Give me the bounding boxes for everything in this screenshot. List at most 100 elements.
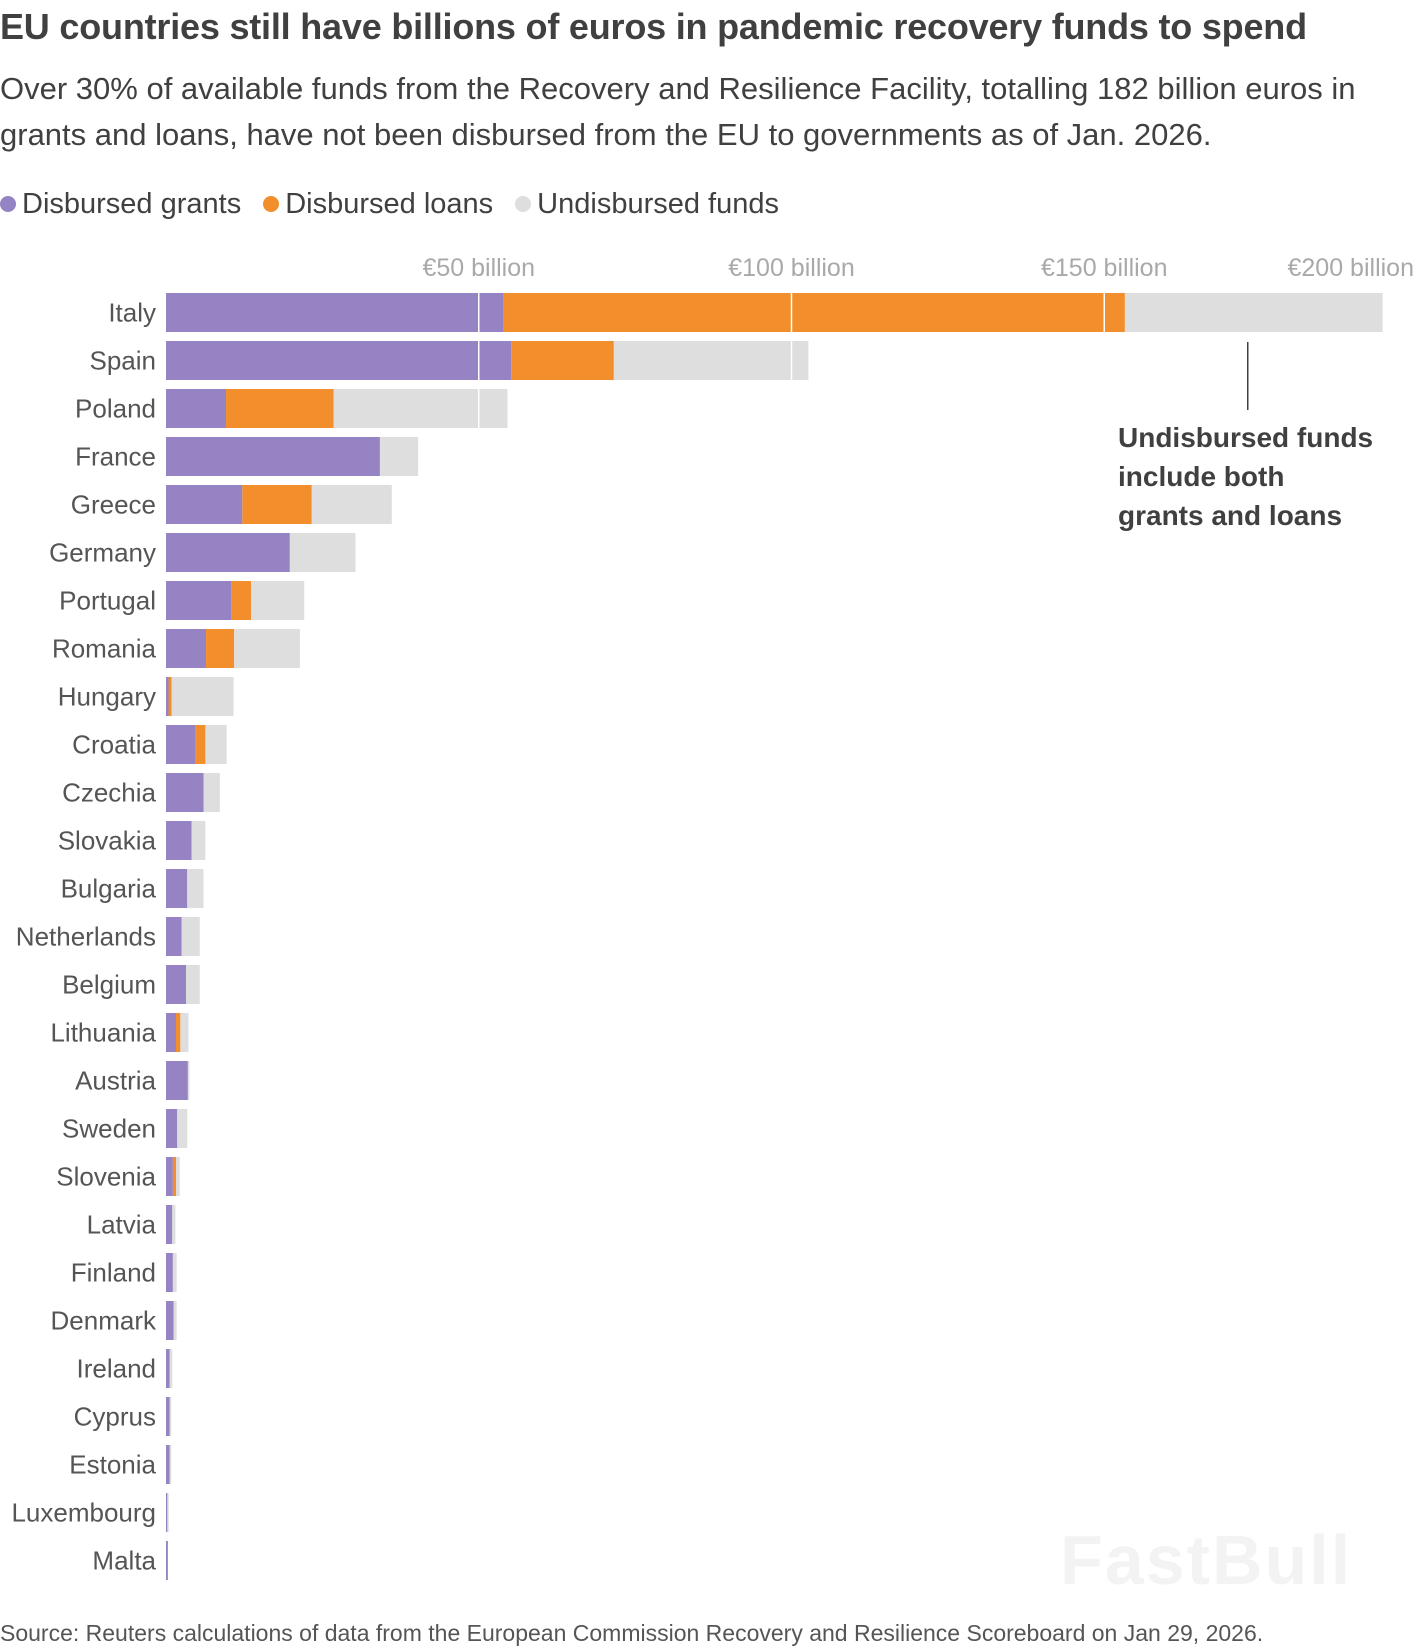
annotation-line-1: Undisbursed funds [1118,422,1374,453]
bar-segment [187,1061,190,1100]
bar-segment [176,1013,181,1052]
bar-segment [191,821,206,860]
category-label: France [75,442,156,472]
bar-segment [169,1349,173,1388]
bar-segment [195,725,206,764]
bar-segment [511,341,614,380]
bar-segment [166,1301,174,1340]
legend-label-loans: Disbursed loans [285,187,494,220]
bar-segment [166,1397,170,1436]
bar-segment [166,677,169,716]
bar-segment [333,389,508,428]
category-label: Romania [52,634,157,664]
bar-segment [251,581,305,620]
category-label: Slovakia [58,826,157,856]
bar-segment [613,341,809,380]
legend-label-undisbursed: Undisbursed funds [537,187,779,220]
bar-segment [379,437,419,476]
watermark: FastBull [1060,1521,1353,1599]
category-label: Czechia [62,778,156,808]
bar-segment [166,1445,170,1484]
bar-segment [166,533,290,572]
legend-item-loans: Disbursed loans [263,188,493,221]
bar-segment [186,965,200,1004]
category-label: Germany [49,538,156,568]
bar-segment [166,1205,173,1244]
bar-segment [169,1445,172,1484]
annotation-line-2: include both [1118,461,1285,492]
category-label: Portugal [59,586,156,616]
legend-swatch-grants [0,196,16,212]
bar-segment [205,725,227,764]
bar-segment [226,389,334,428]
annotation-line-3: grants and loans [1118,500,1343,531]
category-label: Netherlands [16,922,156,952]
bar-segment [166,869,188,908]
category-label: Poland [75,394,156,424]
bar-segment [171,677,234,716]
legend: Disbursed grants Disbursed loans Undisbu… [0,186,801,222]
legend-label-grants: Disbursed grants [22,187,242,220]
bar-segment [166,821,192,860]
bar-segment [234,629,300,668]
category-label: Spain [90,346,157,376]
bar-segment [168,677,172,716]
category-label: Luxembourg [11,1498,156,1528]
bar-segment [166,1253,173,1292]
bar-segment [242,485,312,524]
category-label: Greece [71,490,156,520]
category-label: Croatia [72,730,156,760]
category-label: Cyprus [74,1402,156,1432]
x-tick-label: €200 billion [1288,254,1415,282]
bar-segment [166,293,504,332]
chart-subtitle: Over 30% of available funds from the Rec… [0,71,1356,152]
bar-segment [166,1493,168,1532]
x-tick-label: €100 billion [728,254,855,282]
bar-segment [169,1397,172,1436]
bar-segment [166,341,512,380]
bar-segment [166,629,207,668]
bar-segment [166,437,380,476]
bar-segment [289,533,356,572]
legend-swatch-loans [263,196,280,212]
chart-title: EU countries still have billions of euro… [0,6,1307,47]
bar-segment [172,1157,177,1196]
bar-segment [166,581,232,620]
legend-item-undisbursed: Undisbursed funds [515,188,779,221]
category-label: Finland [71,1258,156,1288]
bar-segment [166,1541,168,1580]
bar-segment [166,1061,188,1100]
bar-segment [206,629,235,668]
bar-segment [166,389,227,428]
bar-segment [311,485,392,524]
bar-segment [172,1205,176,1244]
bar-segment [166,1013,177,1052]
bar-segment [231,581,252,620]
category-label: Italy [108,298,156,328]
bar-segment [166,1349,170,1388]
bar-segment [203,773,220,812]
bar-segment [173,1301,177,1340]
legend-swatch-undisbursed [515,196,532,212]
category-label: Lithuania [50,1018,156,1048]
bar-segment [181,917,200,956]
bar-chart: €50 billion €100 billion €150 billion €200 … [11,254,1415,1580]
category-label: Latvia [87,1210,157,1240]
category-label: Slovenia [56,1162,156,1192]
bar-segment [166,1157,173,1196]
bar-segment [172,1253,177,1292]
category-label: Hungary [58,682,156,712]
bar-segment [166,485,243,524]
bar-segment [166,917,182,956]
bar-segment [166,965,187,1004]
bar-segment [166,725,196,764]
category-label: Denmark [51,1306,157,1336]
legend-item-grants: Disbursed grants [0,188,241,221]
annotation: Undisbursed funds include both grants an… [1118,418,1408,535]
source-note: Source: Reuters calculations of data fro… [0,1620,1264,1646]
category-label: Belgium [62,970,156,1000]
category-label: Sweden [62,1114,156,1144]
bar-segment [180,1013,189,1052]
x-tick-label: €150 billion [1041,254,1168,282]
bar-segment [503,293,1125,332]
